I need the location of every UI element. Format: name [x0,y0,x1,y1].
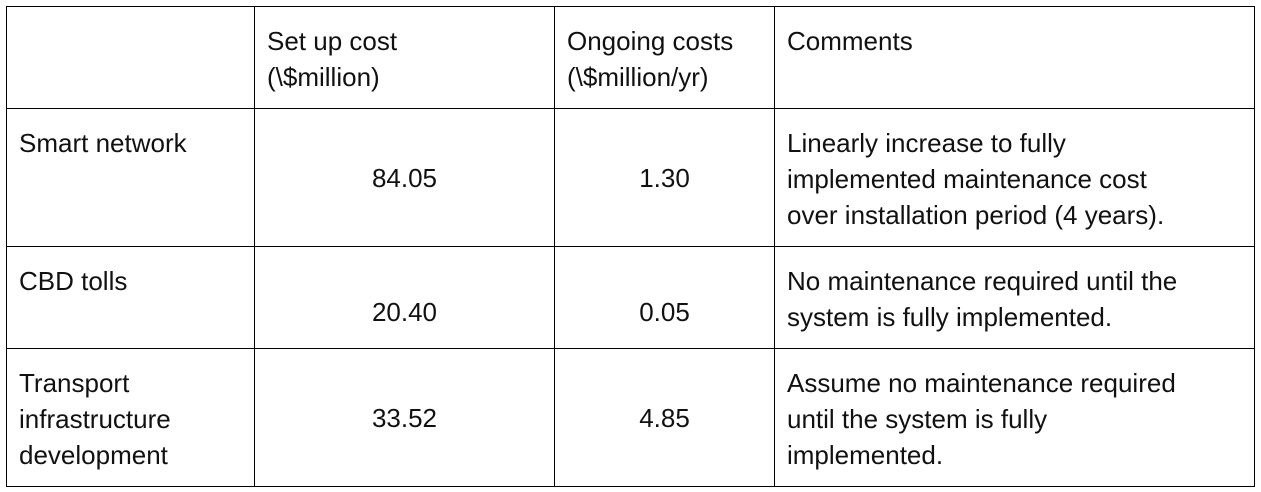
header-ongoing-costs: Ongoing costs (\$million/yr) [554,6,775,109]
setup-cost-value: 20.40 [371,296,438,327]
table-header-row: Set up cost (\$million) Ongoing costs (\… [6,6,1255,109]
header-setup-cost-line1: Set up cost [267,26,398,56]
ongoing-cost-cell: 4.85 [554,348,775,487]
comment-line: implemented maintenance cost [787,164,1147,194]
table-row: Transport infrastructure development 33.… [6,348,1255,487]
cost-table: Set up cost (\$million) Ongoing costs (\… [6,6,1255,487]
row-name-line: Transport [19,368,130,398]
ongoing-cost-cell: 1.30 [554,108,775,247]
comment-cell: Assume no maintenance required until the… [774,348,1255,487]
table-row: CBD tolls 20.40 0.05 No maintenance requ… [6,246,1255,349]
header-setup-cost-line2: (\$million) [267,62,380,92]
ongoing-cost-cell: 0.05 [554,246,775,349]
comment-line: Linearly increase to fully [787,128,1066,158]
comment-line: system is fully implemented. [787,302,1113,332]
row-name: Smart network [19,128,187,158]
row-name-cell: CBD tolls [6,246,255,349]
header-setup-cost: Set up cost (\$million) [254,6,555,109]
row-name-line: infrastructure [19,404,171,434]
comment-cell: Linearly increase to fully implemented m… [774,108,1255,247]
setup-cost-cell: 20.40 [254,246,555,349]
comment-cell: No maintenance required until the system… [774,246,1255,349]
row-name-cell: Smart network [6,108,255,247]
comment-line: until the system is fully [787,404,1048,434]
row-name-line: development [19,440,168,470]
header-comments: Comments [774,6,1255,109]
row-name: CBD tolls [19,266,128,296]
header-ongoing-costs-line1: Ongoing costs [567,26,734,56]
comment-line: implemented. [787,440,944,470]
setup-cost-value: 33.52 [371,402,438,433]
comment-line: over installation period (4 years). [787,200,1165,230]
header-ongoing-costs-line2: (\$million/yr) [567,62,709,92]
ongoing-cost-value: 0.05 [639,296,690,327]
comment-line: Assume no maintenance required [787,368,1176,398]
table-row: Smart network 84.05 1.30 Linearly increa… [6,108,1255,247]
header-comments-label: Comments [787,26,913,56]
ongoing-cost-value: 4.85 [639,402,690,433]
row-name-cell: Transport infrastructure development [6,348,255,487]
ongoing-cost-value: 1.30 [639,162,690,193]
setup-cost-cell: 84.05 [254,108,555,247]
comment-line: No maintenance required until the [787,266,1178,296]
setup-cost-cell: 33.52 [254,348,555,487]
header-empty-cell [6,6,255,109]
setup-cost-value: 84.05 [371,162,438,193]
